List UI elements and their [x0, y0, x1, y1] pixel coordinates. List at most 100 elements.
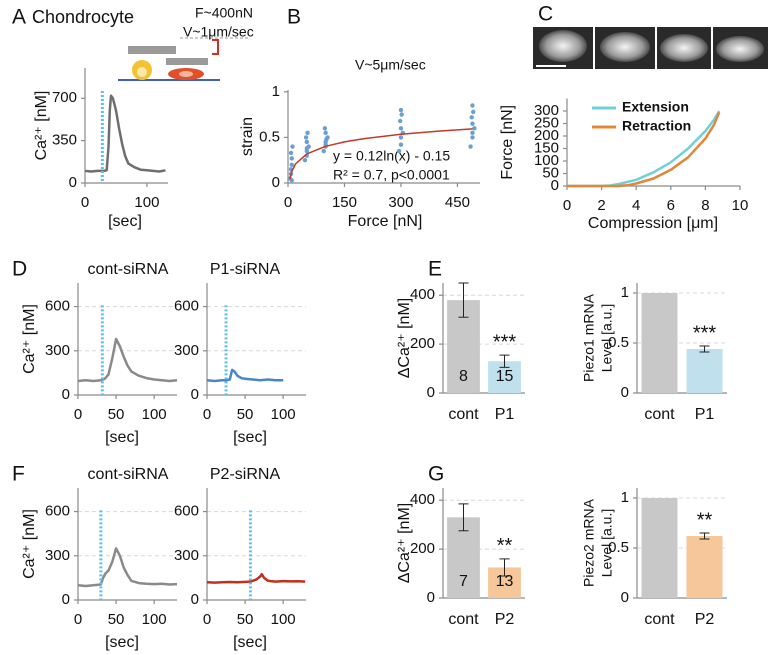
y-tick-label: 0.5	[608, 334, 629, 351]
x-tick-label: 50	[108, 406, 125, 423]
y-axis-label: Level [a.u.]	[599, 304, 615, 373]
point	[289, 178, 294, 183]
y-tick-label: 300	[45, 342, 70, 359]
point	[304, 146, 310, 151]
annotation: V~5μm/sec	[355, 57, 426, 73]
x-tick-label: P1	[495, 406, 515, 423]
line	[206, 572, 306, 584]
y-tick-label: 300	[174, 342, 199, 359]
bar	[686, 349, 723, 393]
point	[471, 109, 476, 115]
line	[289, 128, 473, 180]
x-axis-label: [sec]	[105, 429, 139, 446]
annotation: R² = 0.7, p<0.0001	[333, 167, 450, 183]
y-axis-label: Level [a.u.]	[599, 509, 615, 578]
point	[398, 107, 404, 113]
y-tick-label: 0	[191, 386, 199, 403]
y-tick-label: 1	[621, 284, 629, 301]
point	[470, 121, 475, 126]
annotation: F~400nN	[195, 5, 253, 21]
nucleus	[179, 71, 193, 77]
point	[289, 162, 294, 167]
cantilever	[128, 46, 176, 54]
legend-label: Extension	[622, 99, 689, 115]
cell-image	[660, 34, 708, 62]
x-tick-label: 50	[237, 611, 254, 628]
panel-letter: B	[287, 6, 301, 29]
x-tick-label: 50	[237, 406, 254, 423]
x-tick-label: 8	[701, 197, 709, 214]
point	[303, 135, 309, 140]
panel-letter: G	[428, 463, 444, 486]
micrographs	[533, 27, 768, 69]
nucleus	[137, 67, 147, 77]
x-tick-label: 6	[667, 197, 675, 214]
y-tick-label: 50	[542, 164, 559, 181]
line	[77, 547, 178, 588]
panel-letter: D	[12, 258, 27, 281]
y-tick-label: 0	[69, 174, 77, 191]
y-tick-label: 0.5	[259, 128, 280, 145]
chart-title: cont-siRNA	[88, 466, 169, 483]
y-tick-label: 150	[534, 139, 559, 156]
y-axis-label: Ca²⁺ [nM]	[21, 509, 38, 579]
cell-image	[539, 30, 587, 62]
point	[472, 126, 477, 131]
x-axis-label: [sec]	[105, 634, 139, 651]
y-tick-label: 600	[174, 298, 199, 315]
line	[206, 368, 284, 383]
y-tick-label: 1	[272, 83, 280, 100]
y-tick-label: 0	[62, 386, 70, 403]
bar	[686, 536, 723, 598]
chart-title: P2-siRNA	[210, 466, 281, 483]
point	[398, 142, 404, 147]
annotation: y = 0.12ln(x) - 0.15	[333, 148, 450, 164]
point	[304, 139, 310, 145]
y-tick-label: 300	[534, 102, 559, 119]
x-tick-label: 100	[142, 406, 167, 423]
cantilever	[166, 58, 208, 65]
cell-image	[600, 32, 650, 62]
point	[397, 118, 403, 124]
point	[288, 150, 294, 156]
chart-title: Chondrocyte	[32, 7, 134, 27]
x-tick-label: 0	[74, 406, 82, 423]
y-axis-label: Ca²⁺ [nM]	[21, 304, 38, 374]
point	[470, 103, 475, 108]
y-tick-label: 200	[534, 127, 559, 144]
line	[84, 94, 166, 173]
panel-letter: F	[12, 463, 25, 486]
y-tick-label: 400	[410, 491, 435, 508]
y-tick-label: 0	[62, 591, 70, 608]
point	[305, 130, 310, 136]
x-tick-label: 0	[563, 197, 571, 214]
x-tick-label: 10	[732, 197, 749, 214]
point	[469, 115, 474, 120]
x-tick-label: 300	[388, 194, 413, 211]
x-tick-label: 2	[597, 197, 605, 214]
point	[290, 144, 295, 149]
point	[321, 148, 326, 154]
x-tick-label: 0	[81, 194, 89, 211]
panel-letter: E	[428, 258, 442, 281]
x-tick-label: 4	[632, 197, 640, 214]
x-tick-label: cont	[644, 611, 675, 628]
x-tick-label: cont	[644, 406, 675, 423]
x-axis-label: [sec]	[108, 213, 142, 230]
chart-title: P1-siRNA	[210, 261, 281, 278]
y-axis-label: Ca²⁺ [nM]	[33, 91, 50, 161]
line	[77, 337, 178, 383]
significance: ***	[493, 331, 517, 353]
y-tick-label: 250	[534, 114, 559, 131]
point	[398, 126, 404, 131]
y-tick-label: 600	[45, 298, 70, 315]
n-label: 8	[459, 368, 468, 385]
y-tick-label: 0	[272, 174, 280, 191]
y-tick-label: 0	[427, 589, 435, 606]
y-tick-label: 400	[410, 286, 435, 303]
y-tick-label: 200	[410, 540, 435, 557]
point	[302, 158, 308, 163]
y-tick-label: 600	[174, 503, 199, 520]
x-tick-label: cont	[448, 406, 479, 423]
x-tick-label: 100	[142, 611, 167, 628]
